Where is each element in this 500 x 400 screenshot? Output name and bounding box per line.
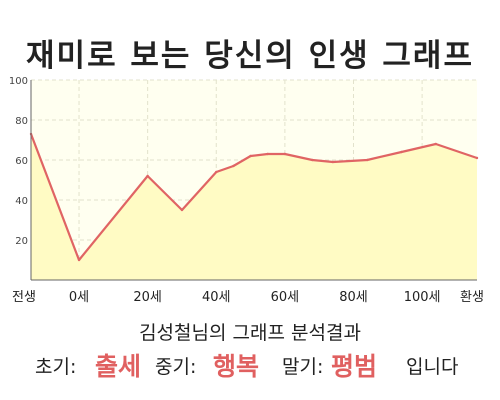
data-point xyxy=(180,208,184,212)
x-tick-label: 60세 xyxy=(271,290,300,305)
y-tick-label: 60 xyxy=(15,156,28,167)
data-point xyxy=(249,154,252,158)
data-point xyxy=(434,142,438,146)
data-point xyxy=(475,156,479,160)
x-tick-label: 20세 xyxy=(133,290,162,305)
data-point xyxy=(400,150,403,154)
analysis-summary: 김성철님의 그래프 분석결과 xyxy=(139,322,361,344)
chart-tick-labels: 20 40 60 80 100 전생 0세 20세 40세 60세 80세 100세 환생 xyxy=(9,76,484,305)
x-tick-label: 80세 xyxy=(339,290,368,305)
data-point xyxy=(266,152,269,156)
late-phase-value: 평범 xyxy=(331,352,378,381)
data-point xyxy=(331,160,335,164)
data-point xyxy=(283,152,287,156)
y-tick-label: 40 xyxy=(15,196,28,207)
phase-summary: 초기: 출세 중기: 행복 말기: 평범 입니다 xyxy=(0,346,500,386)
data-point xyxy=(311,158,314,162)
early-phase-label: 초기: xyxy=(35,356,77,378)
y-tick-label: 20 xyxy=(15,236,28,247)
phase-suffix: 입니다 xyxy=(406,356,459,378)
x-tick-label: 전생 xyxy=(12,290,36,305)
x-tick-label: 40세 xyxy=(202,290,231,305)
x-tick-label: 환생 xyxy=(460,290,484,305)
data-point xyxy=(366,158,369,162)
y-tick-label: 100 xyxy=(9,76,28,87)
x-tick-label: 100세 xyxy=(404,290,441,305)
mid-phase-value: 행복 xyxy=(213,352,260,381)
data-point xyxy=(232,164,235,168)
chart-axes xyxy=(29,80,479,281)
y-tick-label: 80 xyxy=(15,116,28,127)
late-phase-label: 말기: xyxy=(282,356,324,378)
data-point xyxy=(146,174,149,178)
mid-phase-label: 중기: xyxy=(155,356,197,378)
data-point xyxy=(215,170,218,174)
early-phase-value: 출세 xyxy=(95,352,142,381)
x-tick-label: 0세 xyxy=(69,290,89,305)
data-point xyxy=(77,258,81,262)
page-title: 재미로 보는 당신의 인생 그래프 xyxy=(26,38,474,74)
life-area xyxy=(31,134,477,280)
